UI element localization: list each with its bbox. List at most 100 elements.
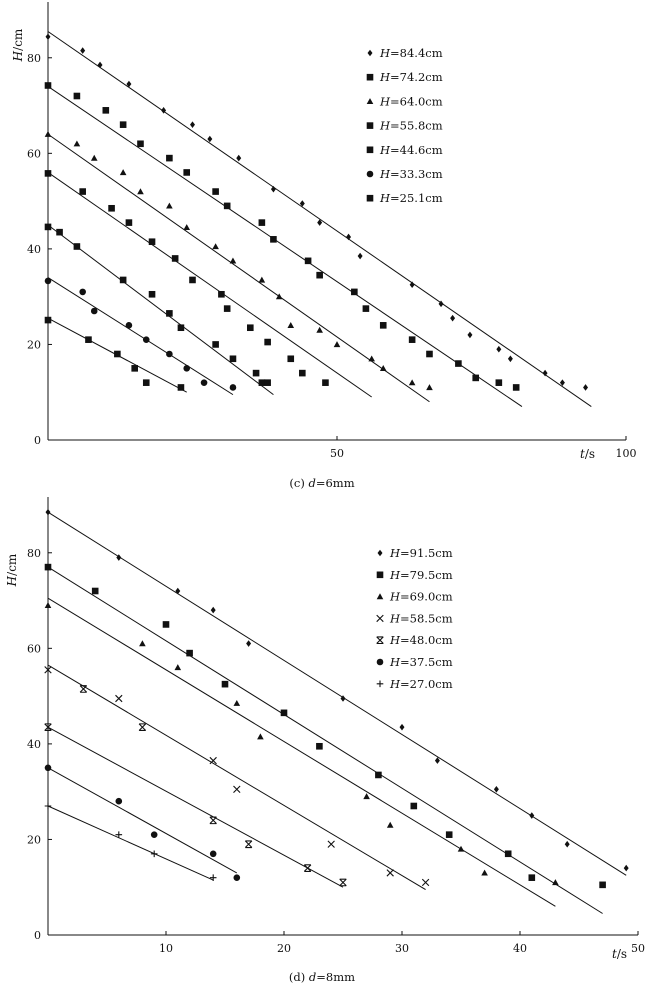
data-point: [316, 742, 323, 750]
fit-line: [47, 224, 274, 396]
data-point: [386, 821, 394, 828]
data-point: [177, 324, 185, 332]
legend-label: H=79.5cm: [389, 568, 453, 582]
data-point: [408, 379, 416, 386]
data-point: [161, 107, 167, 114]
fit-line: [47, 597, 556, 907]
legend-marker: [376, 680, 384, 688]
data-point: [119, 276, 127, 284]
y-tick-label: 40: [27, 243, 41, 256]
legend-marker: [367, 49, 373, 57]
data-point: [304, 257, 312, 265]
data-point: [410, 802, 418, 810]
data-point: [362, 305, 370, 312]
data-point: [183, 365, 191, 372]
series-6: [44, 277, 237, 396]
data-point: [44, 764, 52, 772]
data-point: [368, 355, 375, 362]
chart-caption: (d) d=8mm: [289, 970, 355, 984]
fit-line: [47, 133, 430, 403]
data-point: [322, 379, 329, 386]
data-point: [542, 369, 548, 377]
data-point: [472, 374, 480, 382]
data-point: [115, 797, 123, 805]
series-5: [44, 223, 274, 396]
legend-label: H=25.1cm: [379, 191, 443, 205]
x-tick-label: 10: [159, 942, 173, 955]
legend-label: H=91.5cm: [389, 546, 453, 560]
x-tick-label: 40: [513, 942, 527, 955]
data-point: [45, 508, 51, 516]
data-point: [399, 723, 405, 731]
data-point: [247, 324, 254, 332]
data-point: [183, 169, 191, 176]
data-point: [150, 850, 158, 858]
data-point: [166, 202, 173, 209]
legend: H=91.5cm H=79.5cm H=69.0cm H=58.5cm H=48.0cm…: [376, 546, 453, 691]
data-point: [79, 288, 86, 296]
fit-line: [47, 566, 603, 914]
y-tick-label: 20: [27, 338, 41, 351]
data-point: [528, 874, 536, 881]
data-point: [438, 300, 444, 308]
data-point: [258, 379, 266, 386]
data-point: [623, 864, 629, 872]
data-point: [115, 831, 123, 838]
data-point: [244, 840, 253, 849]
data-point: [496, 345, 502, 353]
data-point: [529, 812, 535, 819]
data-point: [552, 879, 559, 886]
fit-line: [47, 664, 426, 891]
data-point: [421, 878, 430, 887]
data-point: [56, 228, 63, 236]
data-point: [379, 322, 387, 329]
data-point: [85, 336, 92, 343]
data-point: [270, 236, 277, 243]
series-4: [44, 664, 430, 891]
data-point: [166, 310, 173, 317]
legend-marker: [376, 636, 384, 645]
data-point: [264, 338, 271, 346]
data-point: [44, 802, 52, 810]
data-point: [90, 154, 98, 161]
legend-label: H=55.8cm: [379, 119, 443, 133]
chart-c: 0 20 40 60 80 50 100 H/cm t/s H=84.4cm H=74.2cm H=6…: [11, 2, 637, 490]
data-point: [233, 699, 241, 706]
data-point: [409, 281, 415, 289]
chart-panel-c: 0 20 40 60 80 50 100 H/cm t/s H=84.4cm H=74.2cm H=6…: [11, 2, 637, 490]
legend-marker: [366, 170, 374, 178]
y-tick-label: 60: [27, 642, 41, 655]
series-7: [44, 802, 217, 881]
fit-line: [47, 86, 523, 407]
data-point: [209, 874, 217, 881]
y-tick-label: 40: [27, 738, 41, 751]
data-point: [507, 355, 513, 363]
data-point: [280, 709, 288, 717]
data-point: [142, 379, 150, 386]
data-point: [73, 140, 81, 147]
series-3: [44, 597, 559, 907]
data-point: [44, 82, 52, 89]
data-point: [426, 350, 433, 358]
data-point: [223, 305, 231, 312]
data-point: [207, 135, 213, 143]
data-point: [504, 850, 512, 858]
series-2: [44, 82, 523, 407]
data-point: [209, 850, 217, 858]
legend-marker: [366, 122, 374, 129]
data-point: [455, 360, 462, 367]
data-point: [445, 831, 453, 838]
data-point: [299, 200, 305, 207]
data-point: [599, 881, 606, 889]
data-point: [97, 61, 103, 69]
data-point: [125, 322, 133, 329]
legend-marker: [366, 146, 374, 154]
series-6: [44, 764, 241, 881]
legend-label: H=69.0cm: [389, 590, 453, 604]
legend: H=84.4cm H=74.2cm H=64.0cm H=55.8cm H=44.6cm…: [366, 46, 443, 205]
data-point: [210, 606, 216, 614]
data-point: [44, 170, 52, 177]
x-axis-label: t/s: [580, 447, 595, 461]
chart-caption: (c) d=6mm: [289, 476, 354, 490]
data-point: [327, 840, 335, 848]
